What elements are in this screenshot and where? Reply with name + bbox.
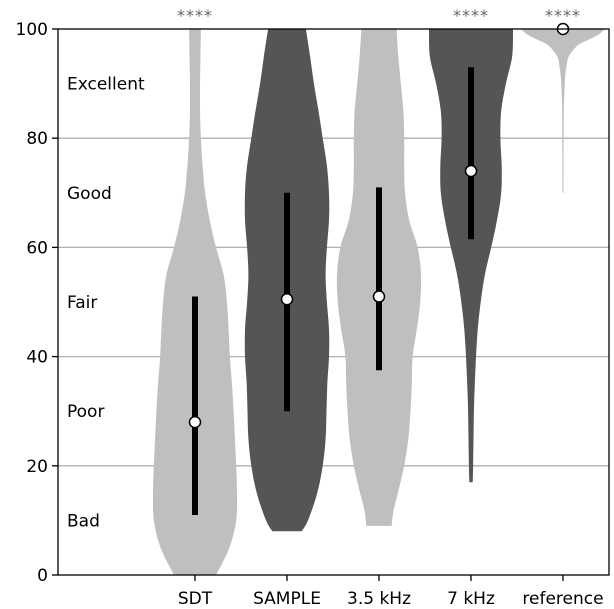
interquartile-bars [195, 67, 471, 515]
grid-lines [58, 138, 609, 466]
plot-area-frame [58, 29, 609, 575]
significance-label: **** [177, 6, 213, 25]
median-marker [190, 417, 201, 428]
y-tick-label: 20 [26, 457, 48, 477]
y-tick-label: 0 [37, 566, 48, 586]
y-tick-label: 40 [26, 348, 48, 368]
x-tick-label: SDT [178, 589, 213, 609]
significance-labels: **** **** **** [177, 6, 581, 25]
significance-label: **** [453, 6, 489, 25]
y-tick-label: 100 [16, 20, 48, 40]
quality-label-good: Good [67, 184, 112, 204]
y-tick-label: 80 [26, 129, 48, 149]
quality-label-fair: Fair [67, 293, 97, 313]
median-marker [282, 294, 293, 305]
quality-label-excellent: Excellent [67, 75, 145, 95]
median-marker [374, 291, 385, 302]
violin-reference [521, 29, 605, 193]
x-tick-label: 3.5 kHz [347, 589, 411, 609]
quality-label-bad: Bad [67, 511, 100, 531]
median-marker [466, 165, 477, 176]
x-tick-label: reference [522, 589, 603, 609]
x-tick-label: 7 kHz [447, 589, 495, 609]
significance-label: **** [545, 6, 581, 25]
x-tick-label: SAMPLE [253, 589, 321, 609]
y-tick-label: 60 [26, 238, 48, 258]
y-axis: 0 20 40 60 80 100 [16, 20, 58, 586]
x-axis: SDT SAMPLE 3.5 kHz 7 kHz reference [178, 575, 604, 609]
quality-label-poor: Poor [67, 402, 104, 422]
quality-labels: Excellent Good Fair Poor Bad [67, 75, 145, 532]
